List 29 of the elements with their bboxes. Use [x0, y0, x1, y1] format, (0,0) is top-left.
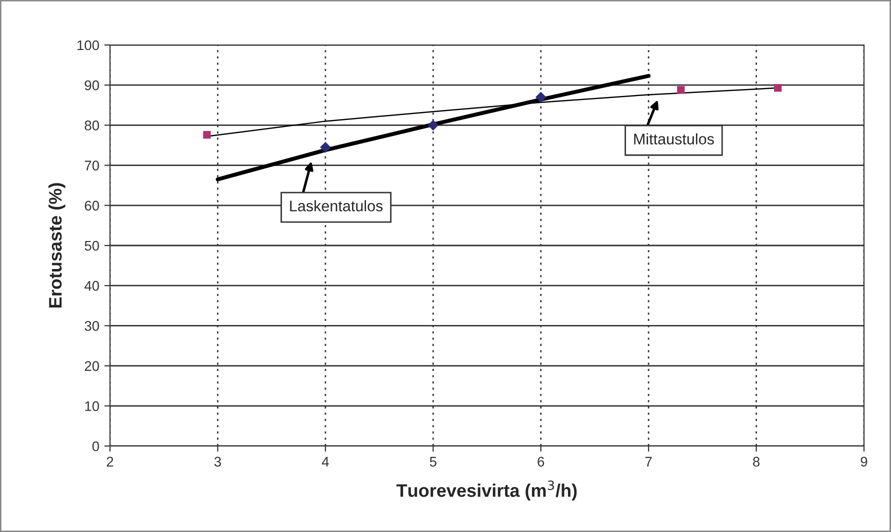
y-tick-label: 50: [84, 240, 100, 251]
y-tick-label: 20: [84, 361, 100, 371]
y-axis-title: Erotusaste (%): [48, 183, 66, 308]
y-tick-label: 90: [84, 80, 100, 90]
x-tick-label: 8: [753, 456, 760, 467]
point: [677, 86, 685, 94]
annotation: Laskentatulos: [290, 200, 383, 212]
x-tick-label: 9: [860, 456, 868, 467]
point: [428, 120, 439, 131]
y-tick-label: 0: [92, 441, 100, 452]
x-tick-label: 3: [214, 456, 221, 467]
y-tick-label: 60: [84, 200, 100, 211]
y-tick-label: 10: [85, 401, 100, 412]
y-tick-label: 80: [84, 120, 100, 130]
y-tick-label: 100: [77, 40, 100, 50]
x-tick-label: 2: [106, 456, 114, 466]
point: [535, 92, 546, 103]
point: [203, 131, 211, 139]
annotation: Mittaustulos: [634, 133, 714, 144]
point: [320, 142, 331, 153]
y-tick-label: 70: [84, 160, 100, 170]
y-tick-label: 40: [84, 280, 100, 291]
x-tick-label: 4: [322, 456, 329, 466]
x-axis-title: Tuorevesivirta (m$^{3}$/h): [396, 480, 577, 501]
y-tick-label: 30: [84, 321, 100, 331]
x-tick-label: 7: [645, 456, 652, 466]
x-tick-label: 6: [538, 456, 544, 467]
x-tick-label: 5: [430, 456, 436, 467]
point: [774, 84, 782, 92]
